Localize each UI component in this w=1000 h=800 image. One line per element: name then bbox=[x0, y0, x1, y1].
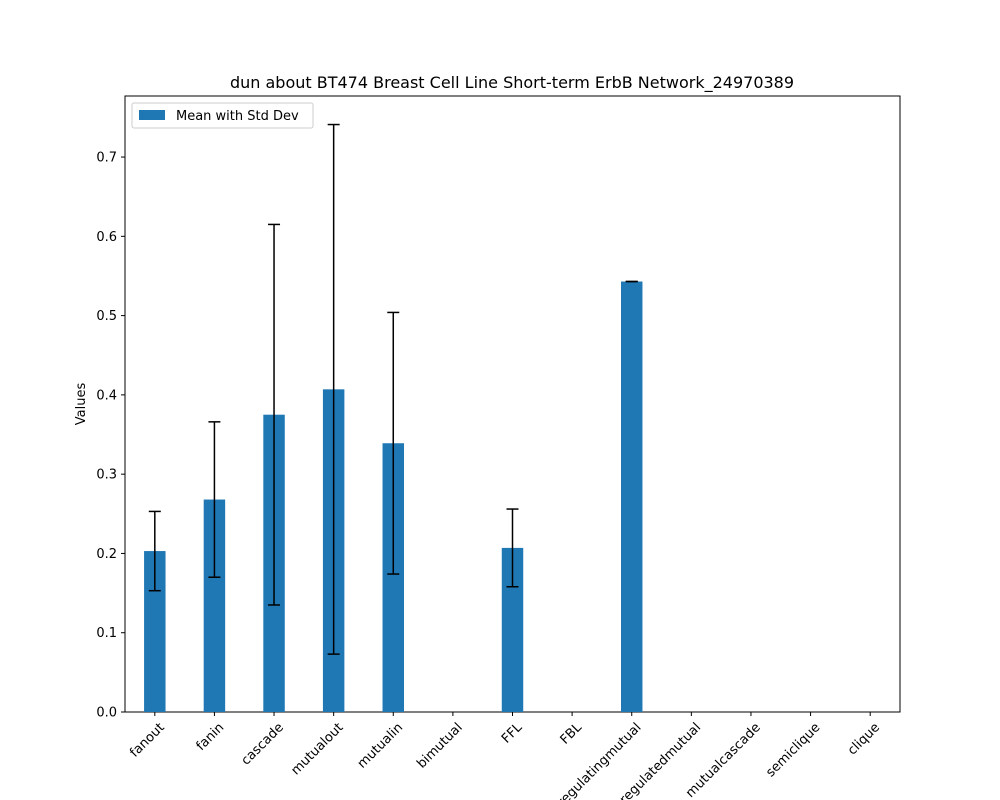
x-tick-label: fanin bbox=[194, 720, 228, 754]
y-tick-label: 0.1 bbox=[96, 626, 117, 641]
x-tick-label: mutualin bbox=[355, 720, 406, 771]
error-bar-fanin bbox=[208, 421, 221, 578]
y-axis: 0.0 0.1 0.2 0.3 0.4 0.5 0.6 0.7 bbox=[96, 151, 125, 721]
x-axis: fanout fanin cascade mutualout mutualin bimut… bbox=[127, 712, 883, 800]
error-bar-fanout bbox=[148, 510, 161, 592]
error-bar-FFL bbox=[506, 508, 519, 588]
error-bar-cascade bbox=[268, 223, 281, 606]
y-tick-label: 0.6 bbox=[96, 230, 117, 245]
y-axis-label: Values bbox=[74, 383, 89, 426]
y-tick-label: 0.2 bbox=[96, 547, 117, 562]
x-tick-label: cascade bbox=[239, 720, 287, 768]
error-bars bbox=[148, 123, 638, 655]
x-tick-label: bimutual bbox=[414, 720, 465, 771]
bar-mutualin bbox=[382, 443, 404, 712]
error-bar-mutualout bbox=[327, 123, 340, 655]
x-tick-label: mutualout bbox=[288, 720, 346, 778]
y-tick-label: 0.3 bbox=[96, 468, 117, 483]
x-tick-label: FBL bbox=[558, 720, 586, 748]
bar-regulatingmutual bbox=[621, 281, 643, 712]
y-tick-label: 0.5 bbox=[96, 309, 117, 324]
legend-label: Mean with Std Dev bbox=[176, 109, 299, 124]
x-tick-label: fanout bbox=[127, 720, 167, 760]
x-tick-label: FFL bbox=[499, 720, 526, 747]
y-tick-label: 0.7 bbox=[96, 151, 117, 166]
legend-box bbox=[131, 102, 314, 129]
legend-swatch bbox=[139, 110, 165, 120]
error-bar-mutualin bbox=[387, 311, 400, 575]
legend: Mean with Std Dev bbox=[131, 102, 314, 129]
y-tick-label: 0.4 bbox=[96, 388, 117, 403]
bar-fanin bbox=[203, 499, 226, 712]
chart-title: dun about BT474 Breast Cell Line Short-t… bbox=[230, 73, 794, 93]
y-tick-label: 0.0 bbox=[96, 706, 117, 721]
x-tick-label: clique bbox=[845, 720, 883, 758]
bar-FFL bbox=[501, 547, 524, 712]
bars bbox=[144, 281, 643, 712]
x-tick-label: semiclique bbox=[763, 720, 823, 780]
